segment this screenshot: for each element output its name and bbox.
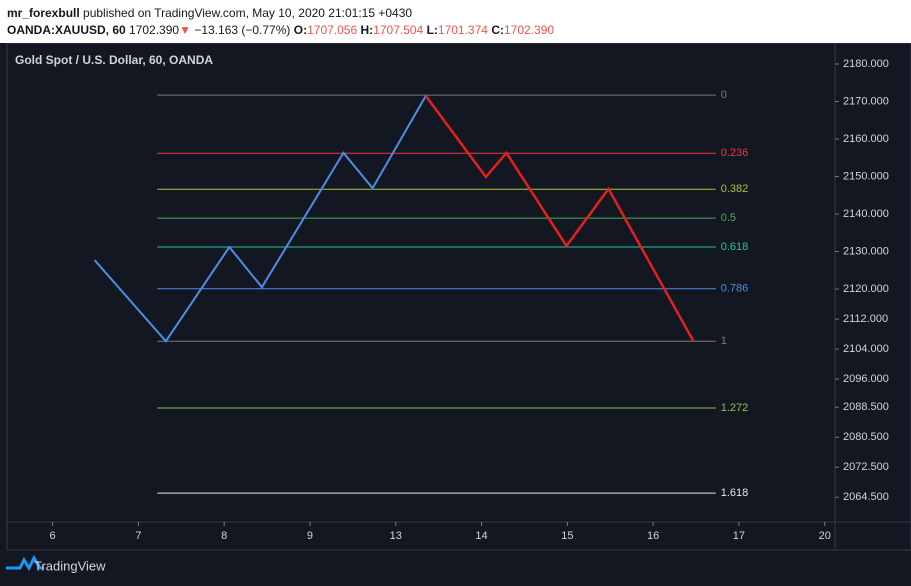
o: 1707.056	[307, 23, 358, 37]
c-label: C:	[491, 23, 504, 37]
l-label: L:	[426, 23, 438, 37]
fib-label: 0	[721, 89, 727, 101]
footer-brand[interactable]: TradingView	[34, 558, 106, 573]
y-tick-label: 2150.000	[843, 170, 889, 182]
symbol: OANDA:XAUUSD, 60	[7, 23, 126, 37]
zigzag-line	[424, 95, 695, 342]
x-tick-label: 20	[819, 530, 831, 542]
fib-label: 0.236	[721, 147, 749, 159]
y-tick-label: 2170.000	[843, 95, 889, 107]
publish-line: mr_forexbull published on TradingView.co…	[7, 6, 412, 20]
zigzag-line	[93, 95, 427, 343]
fib-label: 1	[721, 335, 727, 347]
y-tick-label: 2096.000	[843, 373, 889, 385]
x-tick-label: 8	[221, 530, 227, 542]
header: mr_forexbull published on TradingView.co…	[0, 0, 911, 43]
fib-label: 0.382	[721, 183, 749, 195]
panel	[6, 43, 911, 551]
price: 1702.390	[129, 23, 180, 37]
x-tick-label: 6	[50, 530, 56, 542]
x-tick-label: 16	[647, 530, 659, 542]
fib-label: 1.618	[721, 487, 749, 499]
published: published on TradingView.com, May 10, 20…	[83, 6, 413, 20]
o-label: O:	[293, 23, 308, 37]
fib-label: 1.272	[721, 402, 749, 414]
x-tick-label: 9	[307, 530, 313, 542]
x-tick-label: 17	[733, 530, 745, 542]
l: 1701.374	[437, 23, 488, 37]
y-tick-label: 2104.000	[843, 343, 889, 355]
x-tick-label: 13	[390, 530, 402, 542]
chart: Gold Spot / U.S. Dollar, 60, OANDA Tradi…	[6, 43, 911, 573]
publisher[interactable]: mr_forexbull	[7, 6, 80, 20]
logo	[6, 554, 44, 572]
y-tick-label: 2072.500	[843, 461, 889, 473]
change: −13.163 (−0.77%)	[194, 23, 291, 37]
y-tick-label: 2088.500	[843, 401, 889, 413]
y-tick-label: 2140.000	[843, 208, 889, 220]
h-label: H:	[360, 23, 374, 37]
y-tick-label: 2130.000	[843, 245, 889, 257]
y-tick-label: 2120.000	[843, 283, 889, 295]
y-tick-label: 2080.500	[843, 431, 889, 443]
quote-line: OANDA:XAUUSD, 60 1702.390▼ −13.163 (−0.7…	[7, 23, 554, 37]
fib-label: 0.786	[721, 283, 749, 295]
arrow: ▼	[179, 23, 191, 37]
x-tick-label: 7	[135, 530, 141, 542]
fib-label: 0.5	[721, 212, 736, 224]
y-tick-label: 2160.000	[843, 133, 889, 145]
y-tick-label: 2180.000	[843, 58, 889, 70]
y-tick-label: 2112.000	[843, 313, 888, 325]
c: 1702.390	[503, 23, 555, 37]
y-tick-label: 2064.500	[843, 491, 889, 503]
x-tick-label: 15	[561, 530, 573, 542]
fib-label: 0.618	[721, 241, 749, 253]
x-tick-label: 14	[475, 530, 487, 542]
h: 1707.504	[373, 23, 424, 37]
chart-title: Gold Spot / U.S. Dollar, 60, OANDA	[15, 53, 213, 67]
